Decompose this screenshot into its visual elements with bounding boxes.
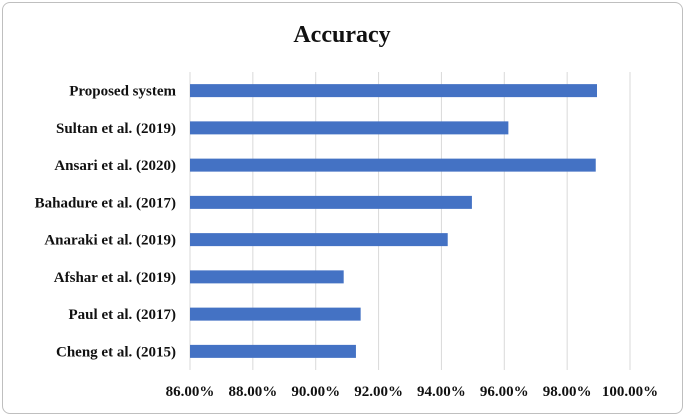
- category-label: Cheng et al. (2015): [56, 344, 176, 360]
- x-tick-label: 92.00%: [354, 384, 403, 400]
- bar: [190, 233, 448, 247]
- category-label: Sultan et al. (2019): [56, 121, 176, 137]
- bars: [190, 84, 597, 358]
- category-label: Afshar et al. (2019): [54, 270, 176, 286]
- category-label: Proposed system: [69, 84, 176, 100]
- category-label: Bahadure et al. (2017): [35, 195, 176, 211]
- category-label: Paul et al. (2017): [69, 307, 176, 323]
- bar: [190, 121, 509, 135]
- bar: [190, 307, 361, 321]
- category-labels: Proposed system Sultan et al. (2019) Ansar…: [35, 84, 177, 361]
- x-tick-label: 96.00%: [480, 384, 529, 400]
- bar: [190, 270, 344, 284]
- x-tick-labels: 86.00% 88.00% 90.00% 92.00% 94.00% 96.00% 98.0…: [166, 384, 659, 400]
- category-label: Anaraki et al. (2019): [44, 233, 176, 249]
- chart-title: Accuracy: [293, 22, 390, 48]
- gridlines: [189, 72, 631, 370]
- x-tick-label: 100.00%: [602, 384, 658, 400]
- bar: [190, 344, 356, 358]
- category-label: Ansari et al. (2020): [54, 158, 176, 174]
- x-tick-label: 90.00%: [291, 384, 340, 400]
- bar: [190, 195, 472, 209]
- x-tick-label: 94.00%: [417, 384, 466, 400]
- x-tick-label: 86.00%: [166, 384, 215, 400]
- x-tick-label: 88.00%: [228, 384, 277, 400]
- bar: [190, 158, 596, 172]
- x-tick-label: 98.00%: [543, 384, 592, 400]
- bar: [190, 84, 597, 98]
